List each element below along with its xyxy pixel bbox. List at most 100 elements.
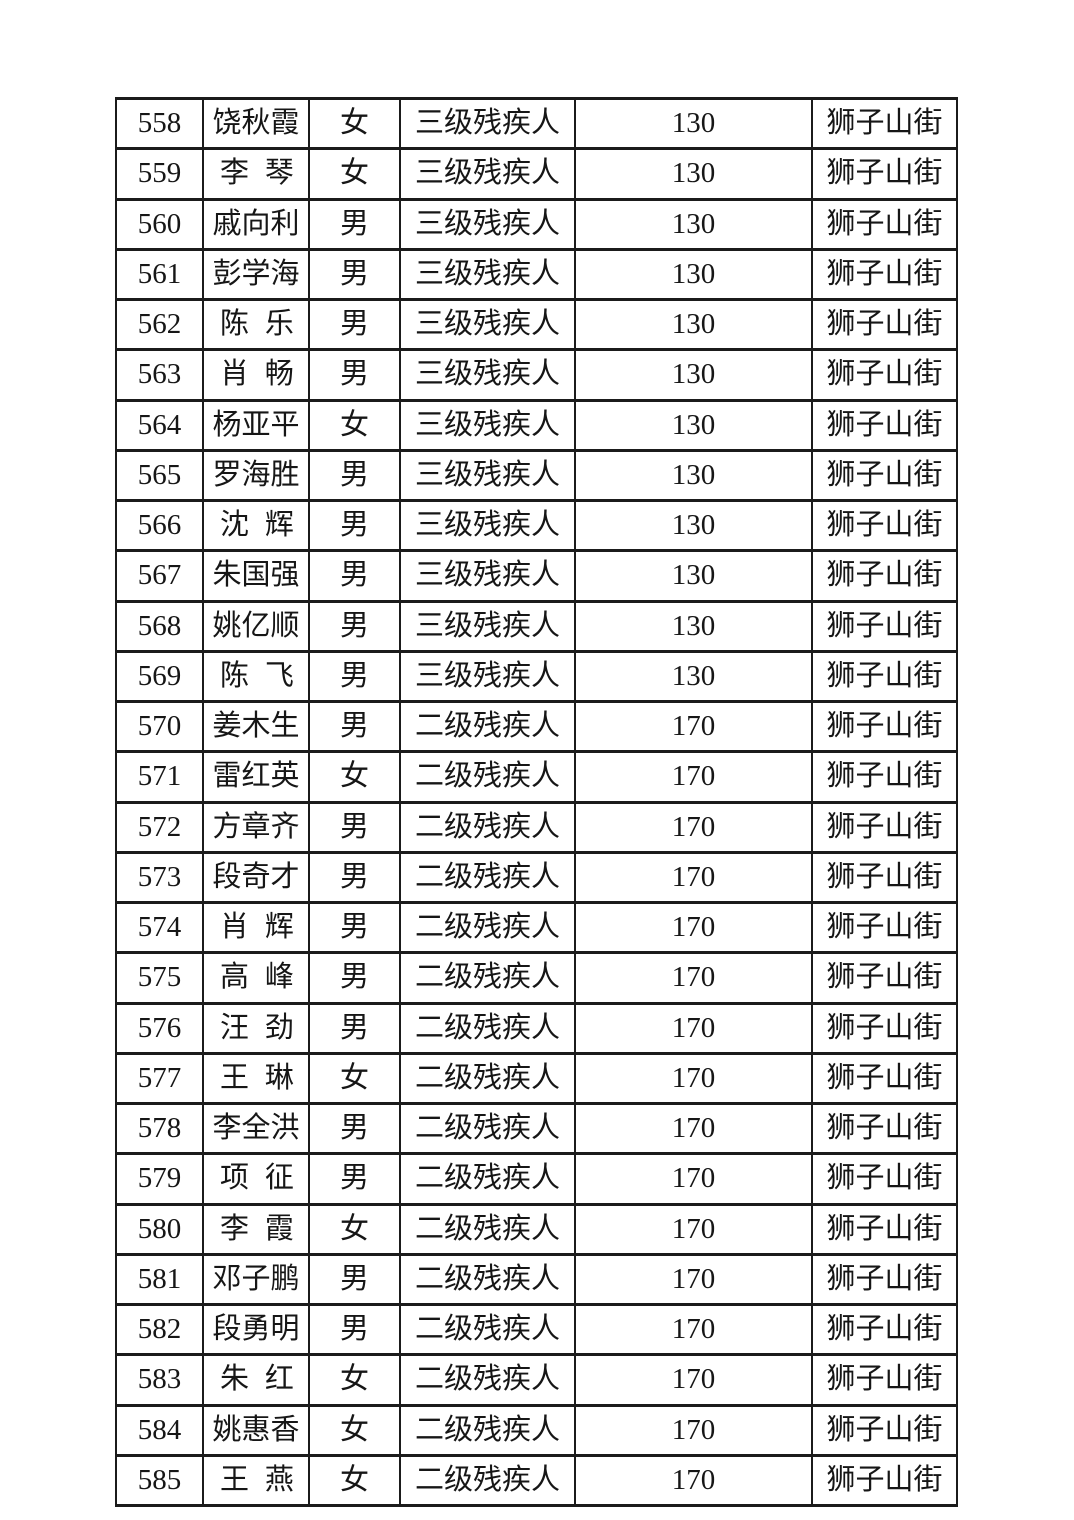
- cell-gender: 女: [308, 398, 401, 452]
- cell-gender: 男: [308, 297, 401, 352]
- cell-amount: 130: [574, 649, 813, 704]
- cell-no: 563: [115, 348, 204, 402]
- cell-gender: 男: [308, 498, 401, 553]
- cell-name: 姚惠香: [202, 1403, 310, 1457]
- cell-category: 二级残疾人: [399, 1302, 576, 1357]
- table-row: 566 沈辉男三级残疾人 130 狮子山街: [115, 498, 958, 553]
- cell-category: 二级残疾人: [399, 850, 576, 905]
- cell-amount: 130: [574, 197, 813, 251]
- cell-name: 肖畅: [202, 348, 310, 402]
- cell-amount: 170: [574, 1152, 813, 1206]
- cell-street: 狮子山街: [811, 297, 958, 352]
- cell-no: 584: [115, 1403, 204, 1457]
- cell-name: 彭学海: [202, 247, 310, 302]
- cell-amount: 170: [574, 800, 813, 854]
- cell-amount: 170: [574, 1202, 813, 1256]
- cell-street: 狮子山街: [811, 800, 958, 854]
- cell-amount: 130: [574, 297, 813, 352]
- cell-gender: 男: [308, 900, 401, 955]
- cell-name: 汪劲: [202, 1001, 310, 1055]
- cell-name: 朱国强: [202, 549, 310, 603]
- cell-category: 二级残疾人: [399, 951, 576, 1005]
- cell-gender: 女: [308, 1051, 401, 1106]
- cell-category: 二级残疾人: [399, 699, 576, 754]
- cell-no: 568: [115, 599, 204, 653]
- cell-street: 狮子山街: [811, 599, 958, 653]
- cell-amount: 170: [574, 699, 813, 754]
- cell-category: 三级残疾人: [399, 96, 576, 151]
- cell-category: 三级残疾人: [399, 297, 576, 352]
- cell-street: 狮子山街: [811, 850, 958, 905]
- cell-amount: 170: [574, 850, 813, 905]
- cell-no: 565: [115, 448, 204, 503]
- cell-category: 二级残疾人: [399, 1403, 576, 1457]
- table-row: 578 李全洪男二级残疾人 170 狮子山街: [115, 1101, 958, 1156]
- cell-gender: 男: [308, 699, 401, 754]
- cell-amount: 170: [574, 750, 813, 804]
- cell-no: 585: [115, 1453, 204, 1508]
- table-row: 559 李琴女三级残疾人 130 狮子山街: [115, 147, 958, 201]
- cell-street: 狮子山街: [811, 1302, 958, 1357]
- cell-street: 狮子山街: [811, 951, 958, 1005]
- cell-no: 566: [115, 498, 204, 553]
- cell-street: 狮子山街: [811, 750, 958, 804]
- cell-no: 560: [115, 197, 204, 251]
- cell-gender: 男: [308, 1302, 401, 1357]
- cell-gender: 女: [308, 147, 401, 201]
- cell-gender: 男: [308, 951, 401, 1005]
- roster-table-body: 558 饶秋霞女三级残疾人 130 狮子山街 559 李琴女三级残疾人 130 狮子山街 560…: [115, 96, 958, 1508]
- cell-name: 邓子鹏: [202, 1252, 310, 1307]
- cell-gender: 女: [308, 96, 401, 151]
- table-row: 560 戚向利男三级残疾人 130 狮子山街: [115, 197, 958, 251]
- cell-street: 狮子山街: [811, 900, 958, 955]
- cell-no: 578: [115, 1101, 204, 1156]
- cell-no: 569: [115, 649, 204, 704]
- cell-gender: 男: [308, 448, 401, 503]
- cell-no: 580: [115, 1202, 204, 1256]
- table-row: 569 陈飞男三级残疾人 130 狮子山街: [115, 649, 958, 704]
- cell-amount: 130: [574, 247, 813, 302]
- cell-street: 狮子山街: [811, 1252, 958, 1307]
- cell-name: 高峰: [202, 951, 310, 1005]
- cell-category: 三级残疾人: [399, 348, 576, 402]
- cell-amount: 170: [574, 1101, 813, 1156]
- table-row: 562 陈乐男三级残疾人 130 狮子山街: [115, 297, 958, 352]
- cell-no: 561: [115, 247, 204, 302]
- cell-no: 576: [115, 1001, 204, 1055]
- cell-amount: 130: [574, 96, 813, 151]
- cell-category: 二级残疾人: [399, 1202, 576, 1256]
- cell-category: 三级残疾人: [399, 398, 576, 452]
- disability-subsidy-table: 558 饶秋霞女三级残疾人 130 狮子山街 559 李琴女三级残疾人 130 狮子山街 560…: [115, 96, 958, 1508]
- cell-street: 狮子山街: [811, 1403, 958, 1457]
- cell-amount: 170: [574, 900, 813, 955]
- cell-gender: 男: [308, 197, 401, 251]
- cell-gender: 男: [308, 599, 401, 653]
- cell-amount: 130: [574, 599, 813, 653]
- cell-category: 二级残疾人: [399, 800, 576, 854]
- cell-no: 562: [115, 297, 204, 352]
- table-row: 576 汪劲男二级残疾人 170 狮子山街: [115, 1001, 958, 1055]
- cell-street: 狮子山街: [811, 197, 958, 251]
- cell-amount: 170: [574, 1353, 813, 1407]
- cell-name: 段勇明: [202, 1302, 310, 1357]
- cell-no: 575: [115, 951, 204, 1005]
- cell-gender: 男: [308, 1252, 401, 1307]
- cell-gender: 男: [308, 348, 401, 402]
- cell-name: 朱红: [202, 1353, 310, 1407]
- cell-street: 狮子山街: [811, 147, 958, 201]
- cell-no: 567: [115, 549, 204, 603]
- cell-name: 沈辉: [202, 498, 310, 553]
- cell-amount: 130: [574, 549, 813, 603]
- cell-street: 狮子山街: [811, 398, 958, 452]
- cell-gender: 女: [308, 1202, 401, 1256]
- cell-name: 陈乐: [202, 297, 310, 352]
- table-row: 577 王琳女二级残疾人 170 狮子山街: [115, 1051, 958, 1106]
- table-row: 583 朱红女二级残疾人 170 狮子山街: [115, 1353, 958, 1407]
- cell-no: 564: [115, 398, 204, 452]
- cell-no: 577: [115, 1051, 204, 1106]
- cell-gender: 男: [308, 850, 401, 905]
- cell-name: 王燕: [202, 1453, 310, 1508]
- cell-name: 雷红英: [202, 750, 310, 804]
- cell-name: 饶秋霞: [202, 96, 310, 151]
